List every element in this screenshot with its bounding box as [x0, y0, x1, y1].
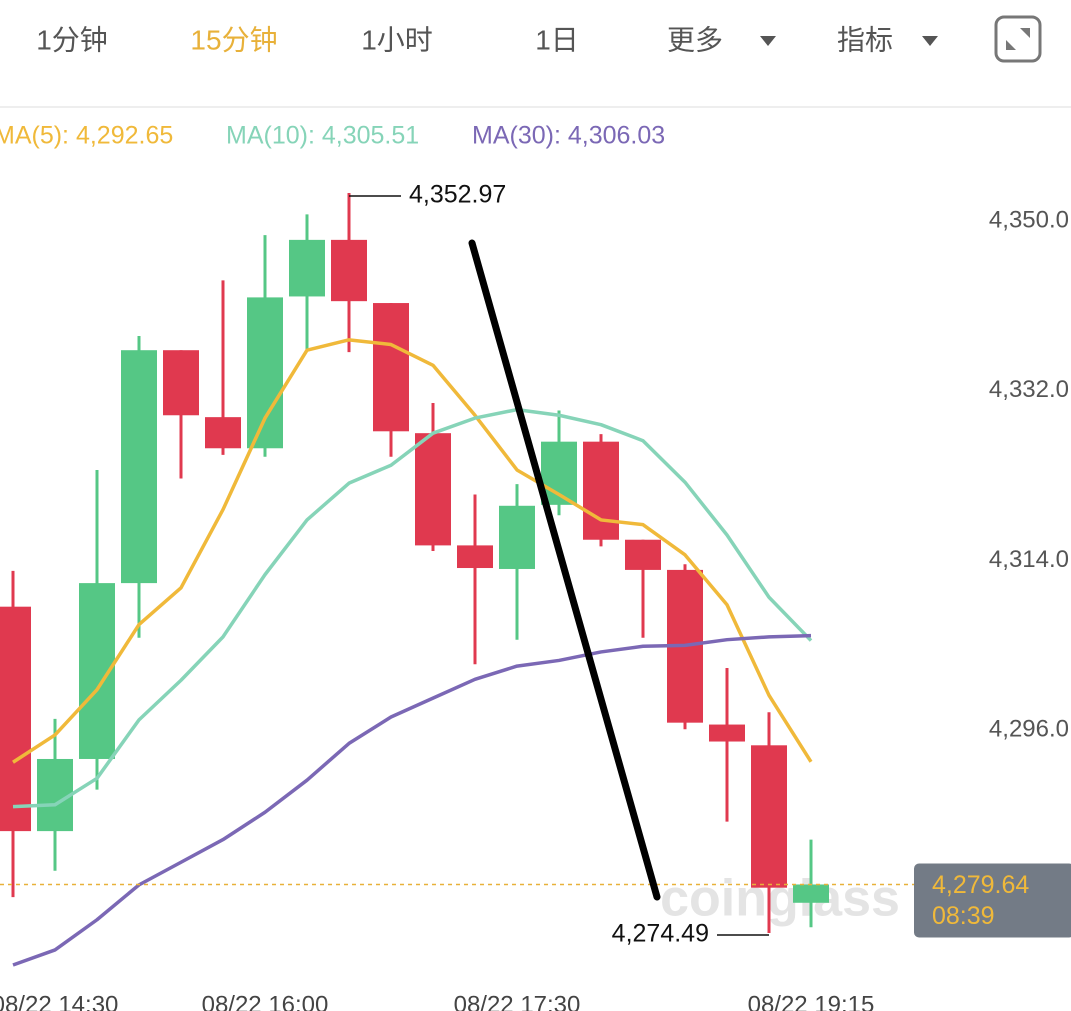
y-tick-label: 4,314.0	[989, 546, 1069, 573]
candle-body	[37, 758, 73, 832]
x-tick-label: 08/22 17:30	[454, 991, 581, 1011]
low-label: 4,274.49	[612, 920, 709, 948]
candle-body	[625, 539, 661, 570]
last-price-label: 4,279.64	[932, 871, 1029, 899]
candle-body	[415, 433, 451, 546]
x-tick-label: 08/22 19:15	[748, 991, 875, 1011]
legend-entry: MA(10): 4,305.51	[226, 122, 419, 150]
candle-body	[457, 545, 493, 569]
tab[interactable]: 更多	[667, 24, 723, 55]
legend-entry: MA(30): 4,306.03	[472, 122, 665, 150]
candle-body	[793, 884, 829, 903]
candle-body	[709, 724, 745, 742]
x-tick-label: 08/22 14:30	[0, 991, 118, 1011]
dropdown-arrow	[922, 36, 938, 46]
y-tick-label: 4,350.0	[989, 206, 1069, 233]
last-price-box	[914, 863, 1071, 938]
candle-body	[247, 297, 283, 449]
high-label: 4,352.97	[409, 181, 506, 209]
y-tick-label: 4,332.0	[989, 376, 1069, 403]
tab[interactable]: 1分钟	[36, 24, 108, 55]
candle-body	[163, 350, 199, 416]
drawn-trendline	[468, 239, 661, 901]
candle-body	[331, 239, 367, 302]
candle-body	[289, 239, 325, 297]
candle-body	[583, 441, 619, 540]
ma-line	[12, 338, 813, 764]
candle-body	[0, 606, 31, 832]
tab[interactable]: 指标	[837, 24, 893, 55]
candle-body	[205, 417, 241, 449]
ma-line	[12, 633, 812, 967]
fullscreen-icon[interactable]	[994, 15, 1042, 63]
candle-body	[373, 303, 409, 432]
tab[interactable]: 1小时	[361, 24, 433, 55]
legend-entry: MA(5): 4,292.65	[0, 122, 173, 150]
ma-line	[12, 407, 813, 809]
countdown-label: 08:39	[932, 902, 995, 930]
candle-body	[751, 745, 787, 888]
tab[interactable]: 1日	[535, 24, 579, 55]
candle-body	[121, 350, 157, 584]
y-tick-label: 4,296.0	[989, 716, 1069, 743]
x-tick-label: 08/22 16:00	[202, 991, 329, 1011]
candle-body	[499, 505, 535, 569]
dropdown-arrow	[760, 36, 776, 46]
tab[interactable]: 15分钟	[190, 24, 277, 55]
